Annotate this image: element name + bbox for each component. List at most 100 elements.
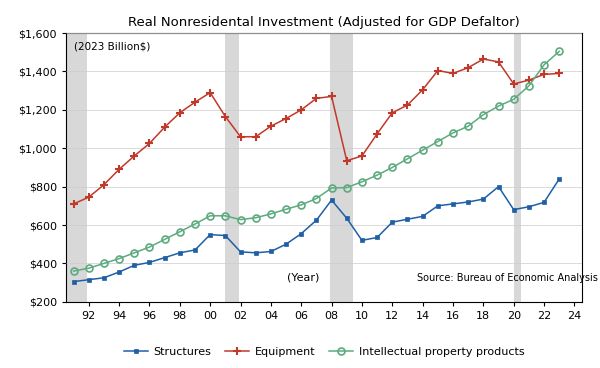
Intellectual property products	[70, 269, 77, 273]
Structures	[313, 218, 320, 222]
Structures	[525, 205, 532, 209]
Structures	[328, 198, 335, 202]
Intellectual property products	[191, 222, 199, 226]
Structures	[100, 276, 107, 280]
Bar	[66, 33, 87, 302]
Structures	[161, 255, 168, 260]
Intellectual property products	[100, 261, 107, 266]
Intellectual property products	[480, 113, 487, 117]
Structures	[176, 251, 184, 255]
Structures	[237, 250, 244, 254]
Intellectual property products	[495, 104, 502, 108]
Equipment	[131, 154, 138, 158]
Line: Intellectual property products: Intellectual property products	[70, 48, 563, 275]
Equipment	[283, 116, 290, 121]
Line: Equipment: Equipment	[70, 55, 563, 208]
Equipment	[222, 114, 229, 119]
Structures	[191, 248, 199, 252]
Structures	[556, 177, 563, 181]
Equipment	[267, 124, 274, 128]
Equipment	[237, 135, 244, 139]
Intellectual property products	[389, 165, 396, 170]
Equipment	[510, 82, 517, 86]
Equipment	[449, 71, 457, 76]
Intellectual property products	[176, 230, 184, 234]
Structures	[358, 238, 365, 243]
Structures	[480, 197, 487, 201]
Equipment	[419, 88, 426, 92]
Intellectual property products	[283, 207, 290, 212]
Structures	[449, 202, 457, 206]
Legend: Structures, Equipment, Intellectual property products: Structures, Equipment, Intellectual prop…	[119, 342, 529, 361]
Equipment	[328, 94, 335, 99]
Structures	[404, 217, 411, 222]
Intellectual property products	[252, 216, 259, 220]
Intellectual property products	[146, 245, 153, 249]
Equipment	[70, 202, 77, 206]
Text: Source: Bureau of Economic Analysis: Source: Bureau of Economic Analysis	[417, 273, 598, 283]
Structures	[206, 233, 214, 237]
Structures	[222, 233, 229, 238]
Text: (2023 Billion$): (2023 Billion$)	[74, 41, 150, 51]
Equipment	[541, 72, 548, 77]
Equipment	[161, 125, 168, 130]
Structures	[374, 235, 381, 240]
Text: (Year): (Year)	[287, 273, 320, 283]
Bar	[514, 33, 521, 302]
Structures	[541, 200, 548, 205]
Equipment	[116, 167, 123, 171]
Intellectual property products	[267, 212, 274, 216]
Equipment	[556, 71, 563, 76]
Intellectual property products	[358, 180, 365, 184]
Intellectual property products	[556, 49, 563, 54]
Structures	[146, 260, 153, 265]
Intellectual property products	[419, 148, 426, 152]
Structures	[464, 200, 472, 204]
Equipment	[100, 183, 107, 187]
Equipment	[434, 68, 442, 73]
Structures	[131, 263, 138, 268]
Equipment	[495, 60, 502, 64]
Intellectual property products	[131, 251, 138, 255]
Intellectual property products	[161, 237, 168, 242]
Structures	[389, 220, 396, 224]
Bar	[226, 33, 239, 302]
Intellectual property products	[449, 131, 457, 135]
Equipment	[85, 195, 92, 199]
Equipment	[176, 110, 184, 115]
Intellectual property products	[298, 203, 305, 207]
Equipment	[191, 100, 199, 105]
Intellectual property products	[237, 217, 244, 222]
Intellectual property products	[116, 256, 123, 261]
Structures	[434, 204, 442, 208]
Structures	[510, 208, 517, 212]
Intellectual property products	[541, 63, 548, 67]
Intellectual property products	[374, 173, 381, 177]
Equipment	[343, 159, 350, 163]
Structures	[343, 216, 350, 220]
Intellectual property products	[85, 266, 92, 270]
Intellectual property products	[313, 196, 320, 201]
Intellectual property products	[222, 213, 229, 218]
Equipment	[298, 108, 305, 112]
Structures	[283, 242, 290, 247]
Structures	[298, 231, 305, 236]
Equipment	[404, 103, 411, 107]
Equipment	[313, 96, 320, 100]
Structures	[252, 251, 259, 255]
Intellectual property products	[328, 186, 335, 190]
Structures	[70, 279, 77, 284]
Equipment	[358, 154, 365, 158]
Equipment	[252, 135, 259, 139]
Equipment	[146, 141, 153, 146]
Intellectual property products	[510, 97, 517, 102]
Bar	[330, 33, 353, 302]
Structures	[116, 270, 123, 274]
Equipment	[525, 78, 532, 82]
Equipment	[464, 66, 472, 70]
Intellectual property products	[206, 213, 214, 218]
Intellectual property products	[343, 185, 350, 190]
Intellectual property products	[525, 84, 532, 88]
Title: Real Nonresidental Investment (Adjusted for GDP Defaltor): Real Nonresidental Investment (Adjusted …	[128, 16, 520, 29]
Structures	[85, 277, 92, 282]
